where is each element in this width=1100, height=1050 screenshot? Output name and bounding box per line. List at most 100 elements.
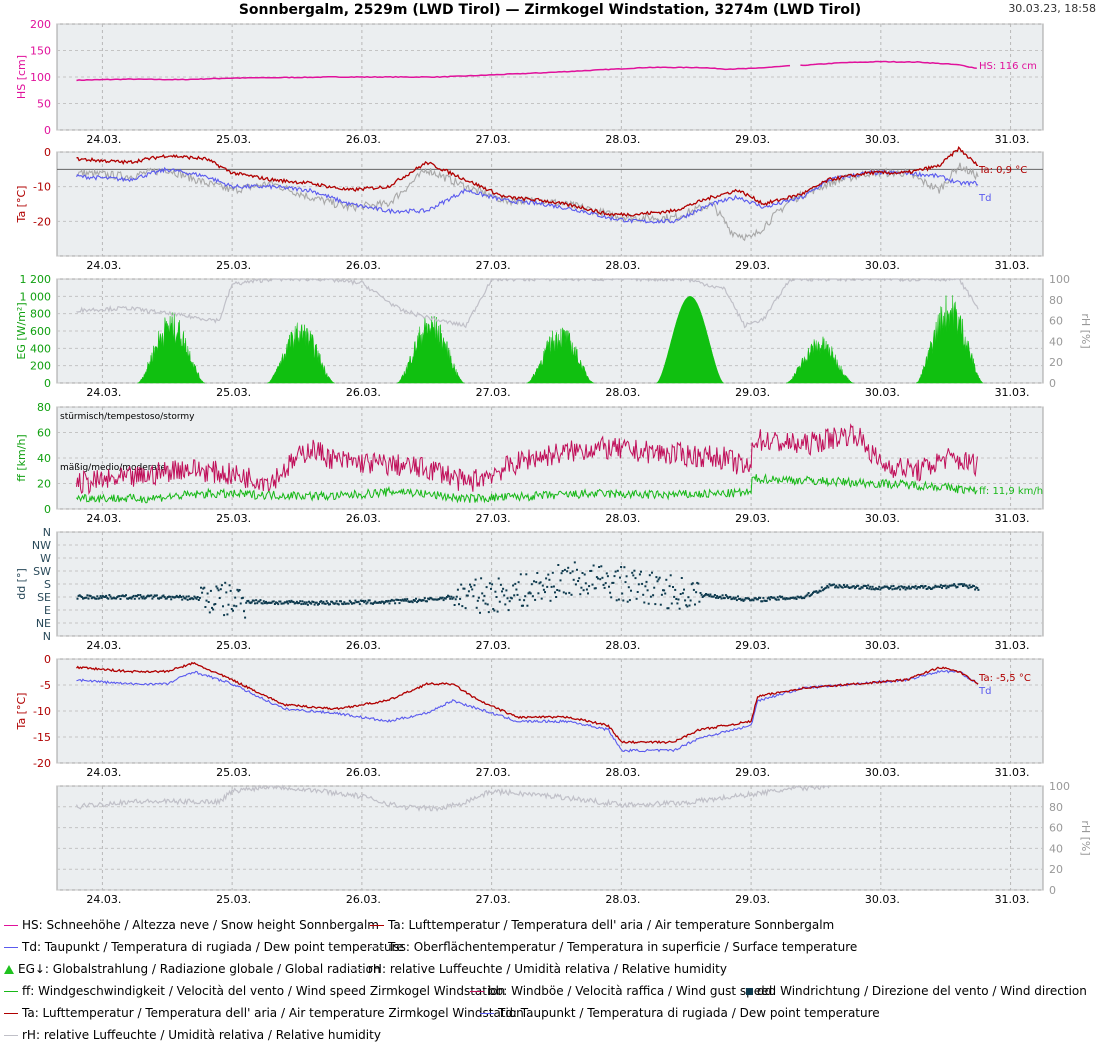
direction-point (845, 585, 848, 588)
direction-point (201, 591, 204, 594)
direction-point (118, 595, 121, 598)
direction-point (465, 594, 468, 597)
y-tick-label: -20 (33, 757, 51, 770)
direction-point (772, 596, 775, 599)
air-temp-annotation: Ta: 0,9 °C (978, 165, 1027, 176)
y-tick-label: 80 (37, 401, 51, 414)
direction-point (766, 597, 769, 600)
direction-point (440, 597, 443, 600)
y-tick-label: N (43, 630, 51, 643)
direction-point (924, 585, 927, 587)
direction-point (653, 586, 656, 589)
direction-point (473, 584, 476, 587)
direction-point (759, 596, 762, 599)
direction-point (794, 596, 797, 599)
direction-point (340, 600, 342, 603)
direction-point (271, 600, 274, 603)
y-tick-label: 0 (44, 146, 51, 159)
direction-point (774, 598, 777, 601)
direction-point (359, 599, 362, 602)
x-tick-label: 29.03. (735, 766, 770, 779)
direction-point (815, 590, 818, 593)
direction-point (658, 576, 661, 579)
direction-point (686, 605, 689, 608)
direction-point (396, 598, 399, 601)
x-tick-label: 24.03. (86, 766, 121, 779)
direction-point (645, 580, 648, 583)
x-tick-label: 29.03. (735, 512, 770, 525)
x-tick-label: 26.03. (346, 259, 381, 272)
direction-point (588, 585, 591, 588)
direction-point (138, 597, 141, 600)
direction-point (362, 599, 365, 602)
direction-point (905, 586, 908, 589)
direction-point (141, 597, 144, 600)
direction-point (697, 582, 700, 585)
direction-point (792, 596, 795, 599)
direction-point (90, 597, 93, 600)
direction-point (883, 585, 886, 588)
direction-point (245, 601, 248, 604)
direction-point (398, 602, 401, 605)
direction-point (222, 605, 224, 608)
direction-point (620, 566, 623, 568)
direction-point (292, 601, 295, 603)
dewpoint-line (76, 669, 979, 753)
direction-point (870, 588, 873, 591)
direction-point (490, 587, 492, 590)
direction-point (814, 590, 817, 593)
direction-point (678, 607, 681, 610)
direction-point (743, 598, 746, 601)
direction-point (157, 597, 159, 600)
direction-point (780, 596, 782, 599)
y-tick-label: -10 (33, 181, 51, 194)
direction-point (294, 602, 297, 605)
direction-point (608, 585, 610, 588)
direction-point (95, 597, 98, 600)
x-tick-label: 27.03. (476, 259, 511, 272)
x-tick-label: 25.03. (216, 639, 251, 652)
direction-point (915, 587, 918, 590)
radiation-area (786, 336, 854, 384)
x-tick-label: 31.03. (995, 133, 1030, 146)
direction-point (708, 595, 711, 598)
wind-speed-line (76, 473, 978, 504)
direction-point (899, 588, 902, 591)
direction-point (86, 594, 89, 597)
direction-point (458, 603, 460, 606)
direction-point (717, 597, 720, 599)
direction-point (111, 597, 114, 600)
x-tick-label: 31.03. (995, 512, 1030, 525)
direction-point (649, 595, 652, 598)
direction-point (674, 588, 677, 591)
direction-point (474, 578, 477, 581)
direction-point (492, 608, 495, 610)
direction-point (690, 583, 693, 586)
direction-point (387, 599, 390, 602)
direction-point (205, 599, 208, 602)
direction-point (77, 594, 80, 597)
direction-point (788, 597, 791, 600)
direction-point (852, 585, 855, 588)
direction-point (190, 597, 192, 600)
direction-point (214, 603, 217, 605)
direction-point (888, 587, 891, 590)
y-tick-label: SW (33, 565, 51, 578)
direction-point (144, 596, 147, 599)
direction-point (801, 597, 803, 600)
direction-point (284, 601, 287, 604)
direction-point (798, 596, 801, 599)
y-tick-label-right: 20 (1049, 356, 1063, 369)
direction-point (316, 603, 319, 606)
direction-point (123, 595, 126, 598)
direction-point (503, 594, 506, 597)
direction-point (756, 598, 759, 601)
direction-point (279, 600, 282, 603)
direction-point (612, 581, 615, 584)
direction-point (594, 587, 597, 590)
direction-point (555, 596, 558, 598)
direction-point (895, 587, 898, 590)
direction-point (183, 597, 186, 600)
direction-point (212, 608, 215, 611)
direction-point (627, 586, 630, 589)
